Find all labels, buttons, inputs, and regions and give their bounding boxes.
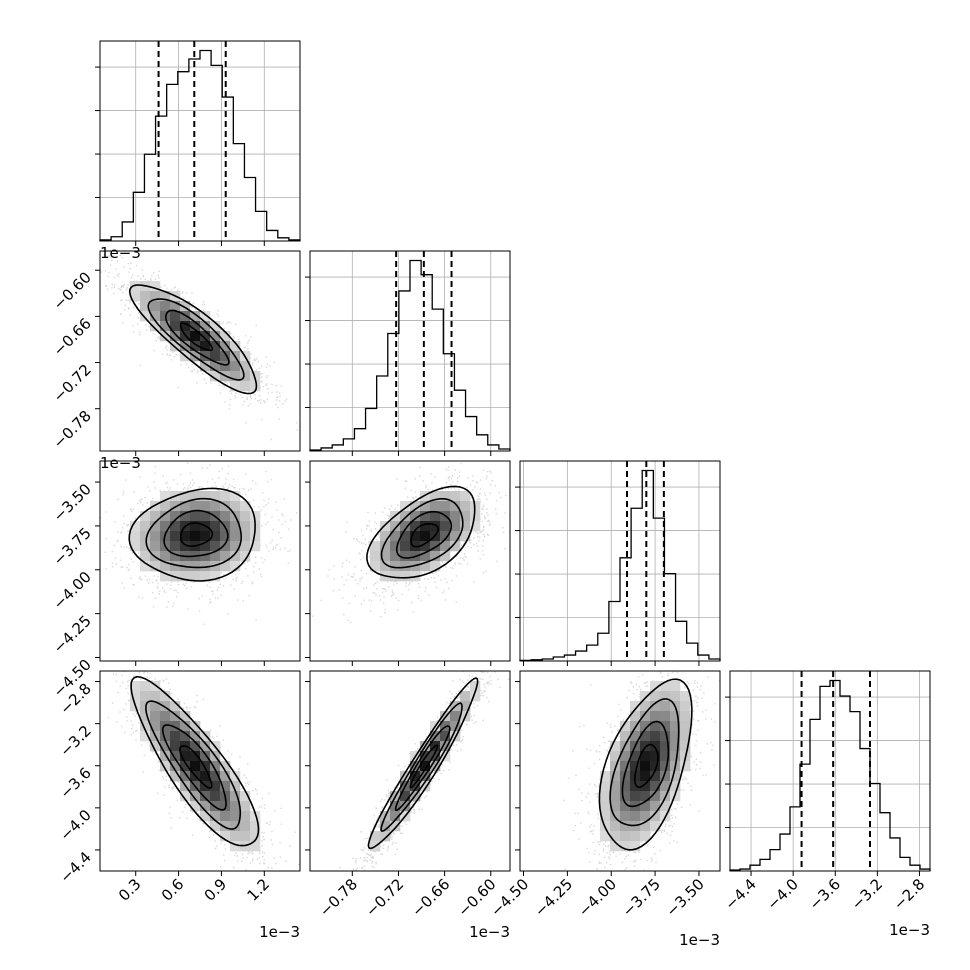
x-tick-label-0-2: 0.9 [201, 875, 231, 905]
contour-2-1-1 [396, 510, 453, 559]
contour-2-0-1 [163, 509, 229, 558]
contour-2-1-0 [410, 522, 439, 548]
panel-2-1 [305, 460, 511, 666]
panel-3-1 [305, 670, 511, 876]
y-tick-label-1-0: −0.78 [50, 407, 95, 452]
x-offset-label-3: 1e−3 [889, 921, 930, 939]
y-offset-label-1: 1e−3 [100, 244, 141, 262]
contour-3-1-2 [380, 702, 463, 832]
x-tick-label-1-0: −0.78 [316, 875, 361, 920]
y-tick-label-3-1: −4.0 [56, 806, 94, 844]
x-tick-label-1-2: −0.66 [408, 875, 453, 920]
x-tick-label-0-1: 0.6 [158, 875, 188, 905]
histogram-2 [519, 469, 721, 662]
contour-2-0-2 [145, 497, 243, 569]
x-offset-label-0: 1e−3 [259, 923, 300, 941]
contour-2-0-0 [180, 522, 214, 548]
y-tick-label-2-2: −4.00 [50, 568, 95, 613]
contour-3-1-1 [394, 725, 451, 812]
panel-3-0 [95, 670, 301, 876]
y-offset-label-2: 1e−3 [100, 454, 141, 472]
contour-3-0-0 [179, 745, 213, 789]
x-tick-label-3-0: −4.4 [721, 875, 759, 913]
x-tick-label-2-2: −4.00 [575, 875, 620, 920]
panel-1-0 [95, 250, 301, 456]
panel-1-1 [305, 250, 511, 456]
contour-2-0-3 [128, 487, 256, 582]
histogram-1 [309, 259, 511, 451]
histogram-3 [729, 679, 931, 871]
x-tick-label-0-0: 0.3 [115, 875, 145, 905]
contour-1-0-3 [128, 284, 258, 395]
x-tick-label-2-0: −4.50 [487, 875, 532, 920]
x-tick-label-2-4: −3.50 [663, 875, 708, 920]
y-tick-label-3-2: −3.6 [56, 764, 94, 802]
contour-3-2-0 [633, 743, 659, 788]
contour-3-1-0 [409, 744, 439, 789]
contour-1-0-1 [164, 309, 230, 366]
y-tick-label-3-3: −3.2 [56, 722, 94, 760]
contour-1-0-0 [179, 322, 214, 352]
contour-3-2-1 [621, 720, 670, 808]
y-tick-label-1-2: −0.66 [50, 314, 95, 359]
y-tick-label-1-1: −0.72 [50, 361, 95, 406]
x-tick-label-3-2: −3.6 [806, 875, 844, 913]
contour-3-2-2 [609, 698, 680, 827]
panel-3-2 [515, 670, 721, 876]
panel-0-0 [95, 40, 301, 246]
panel-3-3 [725, 670, 931, 876]
x-tick-label-2-3: −3.75 [619, 875, 664, 920]
y-tick-label-1-3: −0.60 [50, 268, 95, 313]
x-tick-label-3-3: −3.2 [848, 875, 886, 913]
contour-3-0-1 [161, 724, 227, 811]
y-tick-label-2-4: −3.50 [50, 480, 95, 525]
panel-2-2 [515, 460, 721, 666]
y-tick-label-2-3: −3.75 [50, 524, 95, 569]
x-tick-label-0-3: 1.2 [244, 875, 274, 905]
contour-3-2-3 [598, 678, 693, 851]
contour-2-1-3 [366, 485, 476, 579]
histogram-0 [99, 49, 301, 241]
y-tick-label-3-0: −4.4 [56, 848, 94, 886]
x-offset-label-2: 1e−3 [679, 931, 720, 949]
contour-3-0-2 [145, 700, 242, 830]
contour-2-1-2 [380, 498, 464, 569]
x-offset-label-1: 1e−3 [469, 923, 510, 941]
contour-1-0-2 [147, 298, 245, 381]
contour-3-0-3 [130, 675, 260, 847]
contour-3-1-3 [367, 677, 479, 850]
y-tick-label-2-1: −4.25 [50, 612, 95, 657]
x-tick-label-3-1: −4.0 [763, 875, 801, 913]
panel-2-0 [95, 460, 301, 666]
x-tick-label-2-1: −4.25 [531, 875, 576, 920]
x-tick-label-1-1: −0.72 [362, 875, 407, 920]
x-tick-label-3-4: −2.8 [890, 875, 928, 913]
